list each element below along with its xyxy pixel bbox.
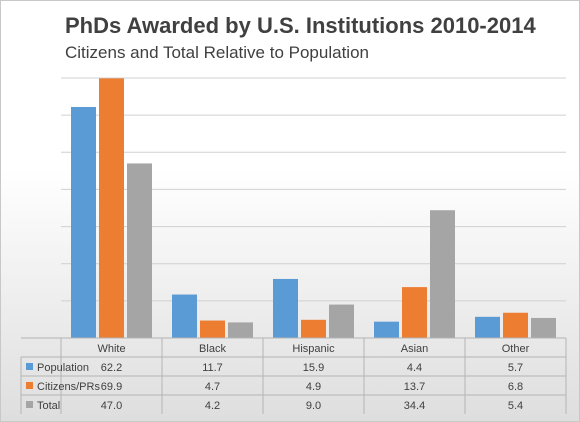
bar-total-white [127,163,152,338]
category-label: Hispanic [292,343,335,355]
category-label: White [97,343,125,355]
data-label: 11.7 [202,362,223,374]
data-label: 5.4 [508,400,523,412]
data-label: 69.9 [101,381,122,393]
legend-label: Citizens/PRs [37,381,100,393]
chart-title: PhDs Awarded by U.S. Institutions 2010-2… [65,13,536,38]
data-label: 6.8 [508,381,523,393]
bar-citizens-prs-white [99,78,124,338]
legend-key [26,363,33,370]
bar-population-asian [374,321,399,338]
data-label: 4.9 [306,381,321,393]
legend-key [26,382,33,389]
bar-total-other [531,317,556,338]
bar-population-other [475,316,500,338]
legend-label: Total [37,400,60,412]
data-label: 5.7 [508,362,523,374]
data-label: 47.0 [101,400,122,412]
bar-total-asian [430,210,455,338]
category-label: Black [199,343,226,355]
bar-population-hispanic [273,278,298,338]
data-label: 4.2 [205,400,220,412]
bar-total-hispanic [329,304,354,338]
chart-subtitle: Citizens and Total Relative to Populatio… [65,43,369,62]
category-label: Other [502,343,530,355]
data-label: 15.9 [303,362,324,374]
data-label: 62.2 [101,362,122,374]
bar-citizens-prs-asian [402,287,427,338]
data-label: 4.4 [407,362,422,374]
data-label: 13.7 [404,381,425,393]
bar-citizens-prs-black [200,320,225,338]
data-label: 4.7 [205,381,220,393]
legend-label: Population [37,362,89,374]
legend-key [26,401,33,408]
data-label: 9.0 [306,400,321,412]
category-label: Asian [401,343,429,355]
bar-total-black [228,322,253,338]
bar-citizens-prs-hispanic [301,319,326,338]
bar-population-black [172,294,197,338]
bar-citizens-prs-other [503,312,528,338]
bar-population-white [71,106,96,338]
data-label: 34.4 [404,400,425,412]
